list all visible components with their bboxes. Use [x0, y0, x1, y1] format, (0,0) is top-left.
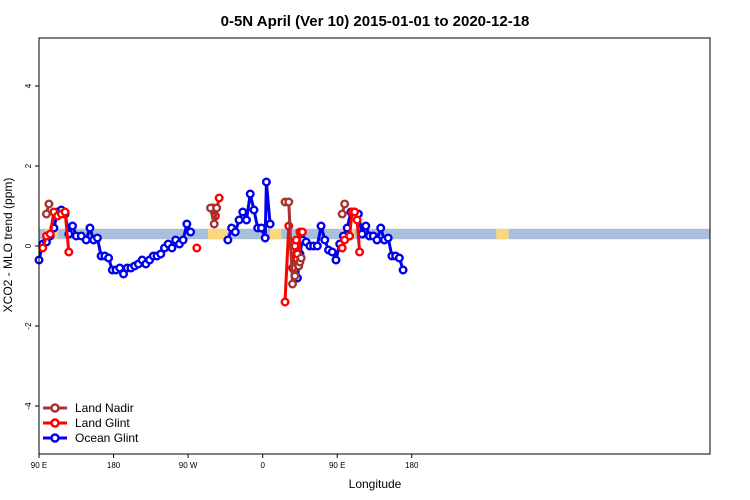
data-point-ocean-glint — [245, 189, 255, 199]
data-point-ocean-glint — [249, 205, 259, 215]
legend-marker — [50, 418, 60, 428]
data-point-land-glint — [352, 215, 362, 225]
data-point-land-nadir — [337, 209, 347, 219]
y-tick-label: 0 — [24, 243, 33, 248]
data-point-land-glint — [192, 243, 202, 253]
data-point-ocean-glint — [265, 219, 275, 229]
data-point-ocean-glint — [331, 255, 341, 265]
plot-frame — [38, 37, 711, 455]
data-point-land-glint — [337, 243, 347, 253]
legend-label: Land Nadir — [75, 401, 134, 415]
data-point-ocean-glint — [372, 235, 382, 245]
y-tick-label: -4 — [24, 402, 33, 410]
data-point-ocean-glint — [182, 219, 192, 229]
data-point-ocean-glint — [156, 249, 166, 259]
data-point-ocean-glint — [398, 265, 408, 275]
data-point-land-glint — [291, 235, 301, 245]
chart-title: 0-5N April (Ver 10) 2015-01-01 to 2020-1… — [221, 13, 530, 30]
data-point-ocean-glint — [256, 223, 266, 233]
data-point-land-glint — [297, 227, 307, 237]
data-point-land-nadir — [44, 199, 54, 209]
data-point-ocean-glint — [118, 269, 128, 279]
band-land — [207, 228, 231, 240]
data-point-land-glint — [64, 247, 74, 257]
data-point-ocean-glint — [261, 177, 271, 187]
data-point-land-glint — [214, 193, 224, 203]
data-point-ocean-glint — [167, 243, 177, 253]
data-point-land-glint — [355, 247, 365, 257]
y-tick-label: -2 — [24, 322, 33, 330]
data-point-ocean-glint — [383, 233, 393, 243]
x-tick-label: 0 — [260, 461, 265, 470]
y-tick-label: 2 — [24, 163, 33, 168]
data-point-land-nadir — [290, 271, 300, 281]
data-point-ocean-glint — [223, 235, 233, 245]
x-axis-ticks: 90 E 180 90 W 0 90 E 180 — [31, 454, 419, 470]
data-point-ocean-glint — [178, 235, 188, 245]
data-point-ocean-glint — [85, 223, 95, 233]
band-land — [496, 228, 509, 240]
x-tick-label: 180 — [107, 461, 121, 470]
legend-marker — [50, 433, 60, 443]
data-point-ocean-glint — [230, 227, 240, 237]
data-point-land-nadir — [41, 209, 51, 219]
data-point-ocean-glint — [186, 227, 196, 237]
legend-label: Ocean Glint — [75, 431, 139, 445]
data-point-ocean-glint — [92, 233, 102, 243]
data-point-ocean-glint — [104, 253, 114, 263]
data-point-land-glint — [280, 297, 290, 307]
data-point-ocean-glint — [81, 235, 91, 245]
data-point-ocean-glint — [376, 223, 386, 233]
data-point-ocean-glint — [361, 221, 371, 231]
data-point-ocean-glint — [312, 241, 322, 251]
x-tick-label: 90 W — [179, 461, 198, 470]
band-land — [270, 228, 282, 240]
data-point-land-glint — [350, 207, 360, 217]
data-point-ocean-glint — [238, 207, 248, 217]
legend-marker — [50, 403, 60, 413]
data-point-land-nadir — [296, 253, 306, 263]
legend-label: Land Glint — [75, 416, 130, 430]
data-point-land-nadir — [340, 199, 350, 209]
y-axis-label: XCO2 - MLO trend (ppm) — [1, 178, 15, 313]
data-point-ocean-glint — [394, 253, 404, 263]
y-tick-label: 4 — [24, 83, 33, 88]
data-point-ocean-glint — [316, 221, 326, 231]
data-point-land-nadir — [209, 219, 219, 229]
data-point-ocean-glint — [320, 235, 330, 245]
data-point-ocean-glint — [68, 221, 78, 231]
x-axis-label: Longitude — [349, 477, 402, 491]
data-point-land-glint — [60, 207, 70, 217]
y-axis-ticks: -4 -2 0 2 4 — [24, 83, 39, 410]
data-point-land-glint — [345, 231, 355, 241]
data-point-ocean-glint — [242, 215, 252, 225]
data-point-ocean-glint — [327, 247, 337, 257]
data-point-land-glint — [45, 229, 55, 239]
data-point-ocean-glint — [234, 215, 244, 225]
data-point-land-nadir — [287, 279, 297, 289]
data-point-land-nadir — [212, 203, 222, 213]
data-point-ocean-glint — [260, 233, 270, 243]
x-tick-label: 90 E — [329, 461, 345, 470]
x-tick-label: 180 — [405, 461, 419, 470]
x-tick-label: 90 E — [31, 461, 47, 470]
series-layer — [34, 177, 408, 307]
data-point-land-nadir — [284, 197, 294, 207]
data-point-land-glint — [38, 243, 48, 253]
